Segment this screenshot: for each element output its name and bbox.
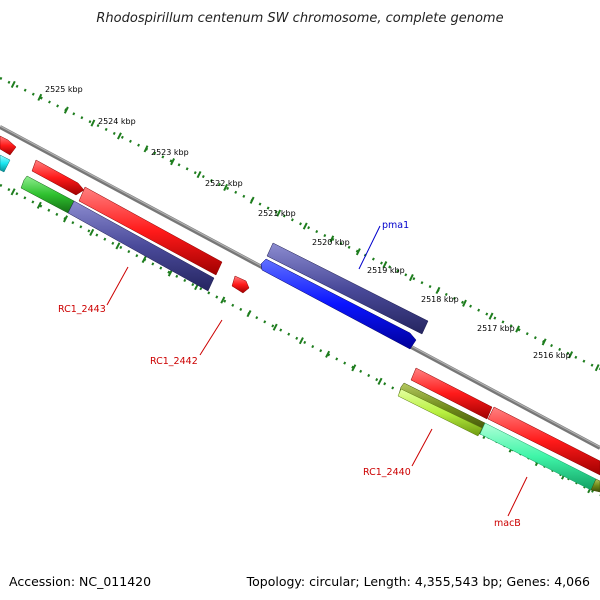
ruler-tick bbox=[298, 337, 304, 345]
gene-label-rc1-2443[interactable]: RC1_2443 bbox=[58, 304, 106, 315]
ruler-tick bbox=[377, 377, 383, 385]
ruler-tick bbox=[276, 209, 282, 217]
tick-label: 2517 kbp bbox=[477, 324, 515, 333]
ruler-tick bbox=[143, 145, 149, 153]
gene-arrow-red[interactable] bbox=[487, 406, 600, 476]
genome-summary-text: Topology: circular; Length: 4,355,543 bp… bbox=[246, 574, 590, 589]
label-leader-rc1-2443 bbox=[106, 266, 129, 306]
gene-arrow-red[interactable] bbox=[410, 367, 493, 420]
tick-label: 2518 kbp bbox=[421, 295, 459, 304]
ruler-tick bbox=[141, 255, 147, 264]
label-leader-pma1 bbox=[358, 225, 381, 270]
gene-arrow-green[interactable] bbox=[20, 175, 75, 214]
gene-arrow-red[interactable] bbox=[0, 135, 17, 156]
ruler-tick bbox=[220, 296, 226, 304]
ruler-outer bbox=[0, 76, 600, 371]
tick-label: 2521 kbp bbox=[258, 209, 296, 218]
gene-arrow-red[interactable] bbox=[31, 159, 85, 196]
accession-text: Accession: NC_011420 bbox=[9, 574, 151, 589]
ruler-tick bbox=[246, 310, 252, 318]
label-leader-rc1-2442 bbox=[199, 319, 223, 356]
ruler-tick bbox=[167, 269, 173, 277]
gene-arrow-yellowgreen[interactable] bbox=[397, 388, 483, 437]
tick-label: 2523 kbp bbox=[151, 148, 189, 157]
ruler-tick bbox=[117, 132, 122, 140]
tick-labels: 2525 kbp 2524 kbp 2523 kbp 2522 kbp 2521… bbox=[45, 85, 571, 360]
tick-label: 2522 kbp bbox=[205, 179, 243, 188]
ruler-tick bbox=[115, 242, 121, 250]
ruler-tick bbox=[63, 106, 69, 114]
ruler-tick bbox=[355, 248, 361, 256]
gene-label-rc1-2440[interactable]: RC1_2440 bbox=[363, 467, 411, 478]
map-title: Rhodospirillum centenum SW chromosome, c… bbox=[96, 11, 503, 26]
tick-label: 2519 kbp bbox=[367, 266, 405, 275]
tick-label: 2516 kbp bbox=[533, 351, 571, 360]
ruler-tick bbox=[541, 338, 547, 346]
gene-arrow-red[interactable] bbox=[78, 186, 223, 276]
gene-label-rc1-2442[interactable]: RC1_2442 bbox=[150, 356, 198, 367]
ruler-tick bbox=[223, 183, 229, 192]
ruler-ticks-outer bbox=[10, 80, 600, 372]
ruler-tick bbox=[170, 158, 175, 166]
gene-arrow-blue[interactable] bbox=[260, 258, 417, 350]
ruler-tick bbox=[272, 323, 278, 331]
label-leader-rc1-2440 bbox=[411, 428, 433, 467]
gene-arrow-olive[interactable] bbox=[590, 478, 600, 493]
ruler-tick bbox=[325, 350, 331, 358]
gene-arrow-navy[interactable] bbox=[266, 242, 429, 335]
ruler-tick bbox=[488, 312, 494, 320]
gene-arrow-cyan[interactable] bbox=[0, 154, 11, 173]
ruler-tick bbox=[382, 261, 388, 269]
ruler-tick bbox=[435, 286, 441, 295]
ruler-tick bbox=[90, 119, 96, 127]
ruler-tick bbox=[63, 215, 68, 223]
tick-label: 2525 kbp bbox=[45, 85, 83, 94]
ruler-tick bbox=[408, 273, 414, 282]
tick-label: 2524 kbp bbox=[98, 117, 136, 126]
ruler-tick bbox=[196, 170, 202, 179]
gene-arrow-navy[interactable] bbox=[67, 200, 215, 292]
ruler-tick bbox=[351, 364, 357, 372]
tick-label: 2520 kbp bbox=[312, 238, 350, 247]
ruler-tick bbox=[329, 235, 335, 243]
ruler-tick bbox=[462, 299, 467, 307]
gene-label-macb[interactable]: macB bbox=[494, 518, 521, 529]
ruler-tick bbox=[10, 80, 16, 89]
ruler-tick bbox=[37, 93, 43, 101]
ruler-tick bbox=[36, 201, 42, 209]
ruler-tick bbox=[89, 228, 95, 236]
ruler-tick bbox=[594, 364, 600, 372]
ruler-tick bbox=[515, 325, 521, 333]
label-leader-macb bbox=[507, 476, 528, 517]
ruler-tick bbox=[302, 222, 308, 230]
ruler-tick bbox=[249, 196, 255, 204]
ruler-ticks-inner bbox=[10, 188, 593, 494]
gene-arrow-red[interactable] bbox=[231, 275, 250, 294]
ruler-tick bbox=[568, 351, 574, 359]
gene-label-pma1[interactable]: pma1 bbox=[382, 220, 409, 231]
ruler-tick bbox=[10, 188, 16, 196]
